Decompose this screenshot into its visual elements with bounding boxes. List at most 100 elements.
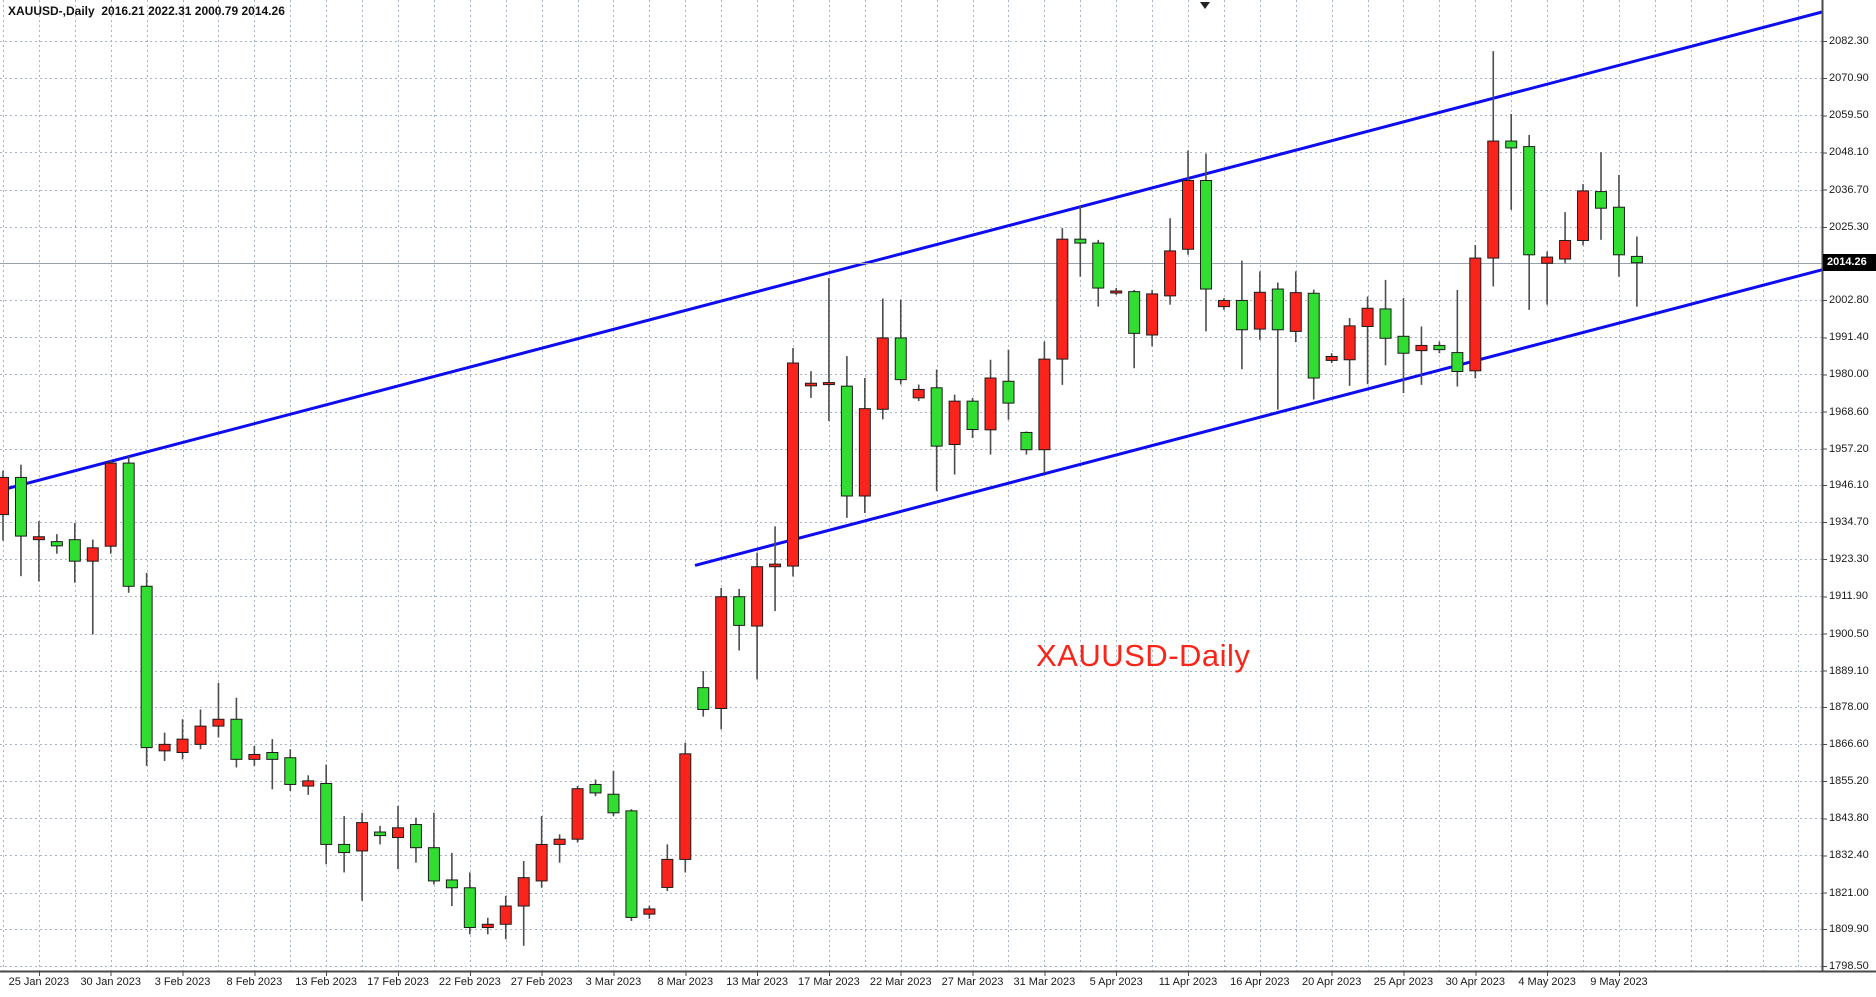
candlestick <box>1379 279 1392 366</box>
candlestick <box>427 812 440 885</box>
candlestick <box>1182 150 1195 255</box>
bull-candle-body <box>769 563 782 568</box>
candlestick <box>1451 290 1464 387</box>
candlestick <box>535 816 548 888</box>
candlestick <box>499 895 512 940</box>
bear-candle-body <box>230 718 243 760</box>
chart-symbol-ohlc-header: XAUUSD-,Daily 2016.21 2022.31 2000.79 20… <box>8 4 285 18</box>
price-axis-label: 1934.70 <box>1829 516 1869 529</box>
candlestick <box>1307 289 1320 400</box>
date-axis-label: 13 Mar 2023 <box>726 976 788 988</box>
date-axis-label: 20 Apr 2023 <box>1301 976 1362 988</box>
bull-candle-body <box>948 400 961 446</box>
chart-watermark-label: XAUUSD-Daily <box>1036 638 1251 673</box>
price-axis-label: 1855.20 <box>1829 775 1869 788</box>
bear-candle-body <box>1630 255 1643 264</box>
bear-candle-body <box>1128 291 1141 334</box>
candlestick <box>1505 114 1518 210</box>
candlestick <box>320 764 333 865</box>
bull-candle-body <box>984 377 997 431</box>
bear-candle-body <box>840 385 853 497</box>
candlestick <box>894 299 907 385</box>
price-axis-label: 1946.10 <box>1829 478 1869 491</box>
date-axis-label: 8 Feb 2023 <box>226 976 283 988</box>
candlestick <box>625 809 638 922</box>
candlestick <box>1541 251 1554 305</box>
candlestick <box>338 816 351 873</box>
candlestick <box>1056 228 1069 385</box>
bull-candle-body <box>302 780 315 787</box>
bull-candle-body <box>248 753 261 760</box>
candlestick <box>302 775 315 795</box>
price-axis-label: 1798.50 <box>1829 959 1869 972</box>
bull-candle-body <box>499 905 512 925</box>
candlestick <box>284 749 297 791</box>
date-axis-label: 25 Jan 2023 <box>8 976 70 988</box>
bear-candle-body <box>14 476 27 537</box>
bear-candle-body <box>1379 308 1392 339</box>
date-axis-label: 9 May 2023 <box>1590 976 1648 988</box>
candlestick <box>1630 236 1643 307</box>
bull-candle-body <box>1343 325 1356 361</box>
lower-channel-trendline[interactable] <box>694 268 1823 567</box>
bear-candle-body <box>1020 431 1033 451</box>
candlestick <box>643 905 656 919</box>
candlestick <box>733 588 746 651</box>
chart-shift-marker-icon[interactable] <box>1200 2 1210 9</box>
bear-candle-body <box>1451 352 1464 372</box>
bull-candle-body <box>1487 140 1500 259</box>
date-axis-label: 4 May 2023 <box>1518 976 1576 988</box>
candlestick <box>1523 134 1536 310</box>
candlestick <box>356 812 369 901</box>
bear-candle-body <box>374 831 387 837</box>
candlestick <box>1289 271 1302 343</box>
candlestick <box>1415 326 1428 385</box>
candlestick <box>840 356 853 518</box>
candlestick <box>1164 218 1177 305</box>
candlestick <box>1397 298 1410 394</box>
price-axis-label: 1843.80 <box>1829 812 1869 825</box>
price-axis-label: 2082.30 <box>1829 35 1869 47</box>
price-axis-label: 1821.00 <box>1829 886 1869 899</box>
date-axis-label: 13 Feb 2023 <box>295 976 358 988</box>
candlestick <box>1199 153 1212 332</box>
price-axis-label: 1911.90 <box>1829 590 1868 603</box>
candlestick <box>481 917 494 935</box>
price-axis-label: 2002.80 <box>1829 294 1869 307</box>
candlestick <box>0 470 9 541</box>
candlestick <box>104 460 117 554</box>
bull-candle-body <box>643 908 656 915</box>
bull-candle-body <box>661 858 674 888</box>
candlestick <box>679 742 692 873</box>
candlestick <box>751 552 764 680</box>
price-axis-label: 1968.60 <box>1829 405 1869 418</box>
date-axis-label: 3 Feb 2023 <box>154 976 211 988</box>
bull-candle-body <box>1146 293 1159 336</box>
bull-candle-body <box>104 462 117 547</box>
bull-candle-body <box>751 566 764 627</box>
current-price-tag: 2014.26 <box>1823 254 1876 271</box>
candlestick <box>697 671 710 717</box>
candlestick <box>876 298 889 420</box>
bear-candle-body <box>1271 288 1284 331</box>
bear-candle-body <box>930 387 943 447</box>
bull-candle-body <box>912 388 925 399</box>
bull-candle-body <box>1541 256 1554 264</box>
price-axis-label: 1980.00 <box>1829 368 1869 381</box>
bear-candle-body <box>1092 242 1105 289</box>
bull-candle-body <box>1253 291 1266 330</box>
price-axis-label: 2048.10 <box>1829 146 1869 159</box>
candlestick <box>822 277 835 422</box>
bear-candle-body <box>966 400 979 431</box>
bull-candle-body <box>553 838 566 845</box>
bull-candle-body <box>1164 250 1177 297</box>
candlestick <box>787 348 800 577</box>
bear-candle-body <box>122 462 135 587</box>
bear-candle-body <box>1594 191 1607 209</box>
candlestick <box>1361 296 1374 385</box>
candlestick <box>1253 271 1266 340</box>
candlestick <box>176 719 189 760</box>
bear-candle-body <box>68 539 81 562</box>
upper-channel-trendline[interactable] <box>0 10 1823 492</box>
